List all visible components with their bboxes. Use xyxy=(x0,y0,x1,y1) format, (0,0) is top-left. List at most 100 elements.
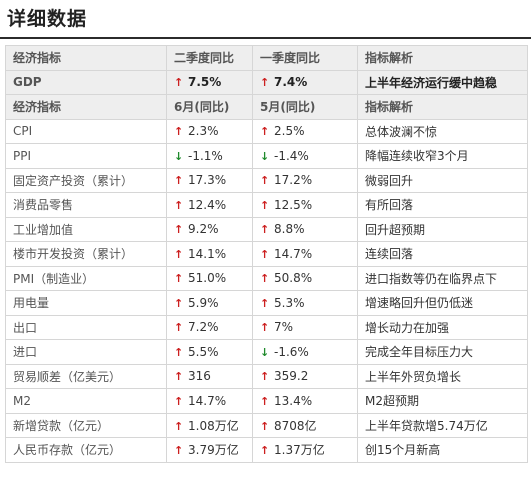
table-row: M2 ↑ 14.7% ↑ 13.4% M2超预期 xyxy=(5,388,528,414)
up-arrow-icon: ↑ xyxy=(260,174,270,188)
may-value-cell: ↑ 8708亿 xyxy=(252,412,358,438)
up-arrow-icon: ↑ xyxy=(260,444,270,458)
may-value: 2.5% xyxy=(274,124,305,139)
table-row: 人民币存款（亿元） ↑ 3.79万亿 ↑ 1.37万亿 创15个月新高 xyxy=(5,437,528,463)
june-value-cell: ↑ 5.5% xyxy=(166,339,253,365)
june-value: 316 xyxy=(188,369,211,384)
june-value: 2.3% xyxy=(188,124,219,139)
may-value: 8708亿 xyxy=(274,418,317,433)
indicator-name: 工业增加值 xyxy=(5,216,167,242)
up-arrow-icon: ↑ xyxy=(174,419,184,433)
up-arrow-icon: ↑ xyxy=(260,272,270,286)
may-value-cell: ↑ 359.2 xyxy=(252,363,358,389)
may-value-cell: ↑ 12.5% xyxy=(252,192,358,218)
june-value-cell: ↑ 1.08万亿 xyxy=(166,412,253,438)
indicator-name: CPI xyxy=(5,118,167,144)
june-value-cell: ↑ 316 xyxy=(166,363,253,389)
may-value-cell: ↑ 17.2% xyxy=(252,167,358,193)
table-row: 工业增加值 ↑ 9.2% ↑ 8.8% 回升超预期 xyxy=(5,216,528,242)
analysis-note: 上半年贷款增5.74万亿 xyxy=(357,412,528,438)
june-value: 1.08万亿 xyxy=(188,418,239,433)
table-row: 新增贷款（亿元） ↑ 1.08万亿 ↑ 8708亿 上半年贷款增5.74万亿 xyxy=(5,412,528,438)
may-value: 1.37万亿 xyxy=(274,443,325,458)
indicator-name: 人民币存款（亿元） xyxy=(5,437,167,463)
gdp-row: GDP ↑ 7.5% ↑ 7.4% 上半年经济运行缓中趋稳 xyxy=(5,69,528,95)
up-arrow-icon: ↑ xyxy=(260,76,270,90)
up-arrow-icon: ↑ xyxy=(260,198,270,212)
june-value: -1.1% xyxy=(188,148,223,163)
indicator-name: 固定资产投资（累计） xyxy=(5,167,167,193)
may-value-cell: ↓ -1.4% xyxy=(252,143,358,169)
analysis-note: 增速略回升但仍低迷 xyxy=(357,290,528,316)
june-value: 7.2% xyxy=(188,320,219,335)
header-cell-analysis: 指标解析 xyxy=(357,45,528,71)
indicator-name: 消费品零售 xyxy=(5,192,167,218)
gdp-q2-value: 7.5% xyxy=(188,75,222,90)
gdp-q1-cell: ↑ 7.4% xyxy=(252,69,358,95)
may-value-cell: ↓ -1.6% xyxy=(252,339,358,365)
up-arrow-icon: ↑ xyxy=(260,321,270,335)
up-arrow-icon: ↑ xyxy=(174,76,184,90)
table-row: 贸易顺差（亿美元） ↑ 316 ↑ 359.2 上半年外贸负增长 xyxy=(5,363,528,389)
analysis-note: 总体波澜不惊 xyxy=(357,118,528,144)
up-arrow-icon: ↑ xyxy=(174,296,184,310)
indicator-name: M2 xyxy=(5,388,167,414)
june-value: 17.3% xyxy=(188,173,227,188)
page-title: 详细数据 xyxy=(7,8,88,30)
may-value: -1.6% xyxy=(274,344,309,359)
june-value-cell: ↑ 7.2% xyxy=(166,314,253,340)
up-arrow-icon: ↑ xyxy=(174,125,184,139)
table-row: 用电量 ↑ 5.9% ↑ 5.3% 增速略回升但仍低迷 xyxy=(5,290,528,316)
table-subheader-row: 经济指标 6月(同比) 5月(同比) 指标解析 xyxy=(5,94,528,120)
table-row: CPI ↑ 2.3% ↑ 2.5% 总体波澜不惊 xyxy=(5,118,528,144)
may-value: 8.8% xyxy=(274,222,305,237)
up-arrow-icon: ↑ xyxy=(174,223,184,237)
up-arrow-icon: ↑ xyxy=(174,321,184,335)
may-value-cell: ↑ 2.5% xyxy=(252,118,358,144)
up-arrow-icon: ↑ xyxy=(174,345,184,359)
june-value-cell: ↑ 2.3% xyxy=(166,118,253,144)
indicator-name: 新增贷款（亿元） xyxy=(5,412,167,438)
may-value-cell: ↑ 5.3% xyxy=(252,290,358,316)
june-value: 5.9% xyxy=(188,295,219,310)
indicator-name: 进口 xyxy=(5,339,167,365)
up-arrow-icon: ↑ xyxy=(260,125,270,139)
may-value-cell: ↑ 1.37万亿 xyxy=(252,437,358,463)
up-arrow-icon: ↑ xyxy=(174,394,184,408)
june-value-cell: ↑ 3.79万亿 xyxy=(166,437,253,463)
up-arrow-icon: ↑ xyxy=(174,444,184,458)
may-value-cell: ↑ 8.8% xyxy=(252,216,358,242)
june-value: 14.7% xyxy=(188,393,227,408)
subheader-cell-indicator: 经济指标 xyxy=(5,94,167,120)
may-value: 17.2% xyxy=(274,173,313,188)
analysis-note: 有所回落 xyxy=(357,192,528,218)
may-value: 7% xyxy=(274,320,294,335)
may-value-cell: ↑ 14.7% xyxy=(252,241,358,267)
up-arrow-icon: ↑ xyxy=(174,198,184,212)
indicator-name: PPI xyxy=(5,143,167,169)
table-header-row: 经济指标 二季度同比 一季度同比 指标解析 xyxy=(5,45,528,71)
may-value: 50.8% xyxy=(274,271,313,286)
table-row: 消费品零售 ↑ 12.4% ↑ 12.5% 有所回落 xyxy=(5,192,528,218)
up-arrow-icon: ↑ xyxy=(174,370,184,384)
june-value-cell: ↑ 51.0% xyxy=(166,265,253,291)
gdp-q2-cell: ↑ 7.5% xyxy=(166,69,253,95)
june-value-cell: ↑ 5.9% xyxy=(166,290,253,316)
indicator-name: 贸易顺差（亿美元） xyxy=(5,363,167,389)
analysis-note: 微弱回升 xyxy=(357,167,528,193)
gdp-note: 上半年经济运行缓中趋稳 xyxy=(357,69,528,95)
analysis-note: 完成全年目标压力大 xyxy=(357,339,528,365)
may-value: 12.5% xyxy=(274,197,313,212)
up-arrow-icon: ↑ xyxy=(260,419,270,433)
table-row: PPI ↓ -1.1% ↓ -1.4% 降幅连续收窄3个月 xyxy=(5,143,528,169)
june-value-cell: ↑ 14.1% xyxy=(166,241,253,267)
analysis-note: 连续回落 xyxy=(357,241,528,267)
june-value: 14.1% xyxy=(188,246,227,261)
up-arrow-icon: ↑ xyxy=(260,247,270,261)
header-cell-indicator: 经济指标 xyxy=(5,45,167,71)
analysis-note: 增长动力在加强 xyxy=(357,314,528,340)
june-value: 12.4% xyxy=(188,197,227,212)
analysis-note: 进口指数等仍在临界点下 xyxy=(357,265,528,291)
may-value-cell: ↑ 7% xyxy=(252,314,358,340)
